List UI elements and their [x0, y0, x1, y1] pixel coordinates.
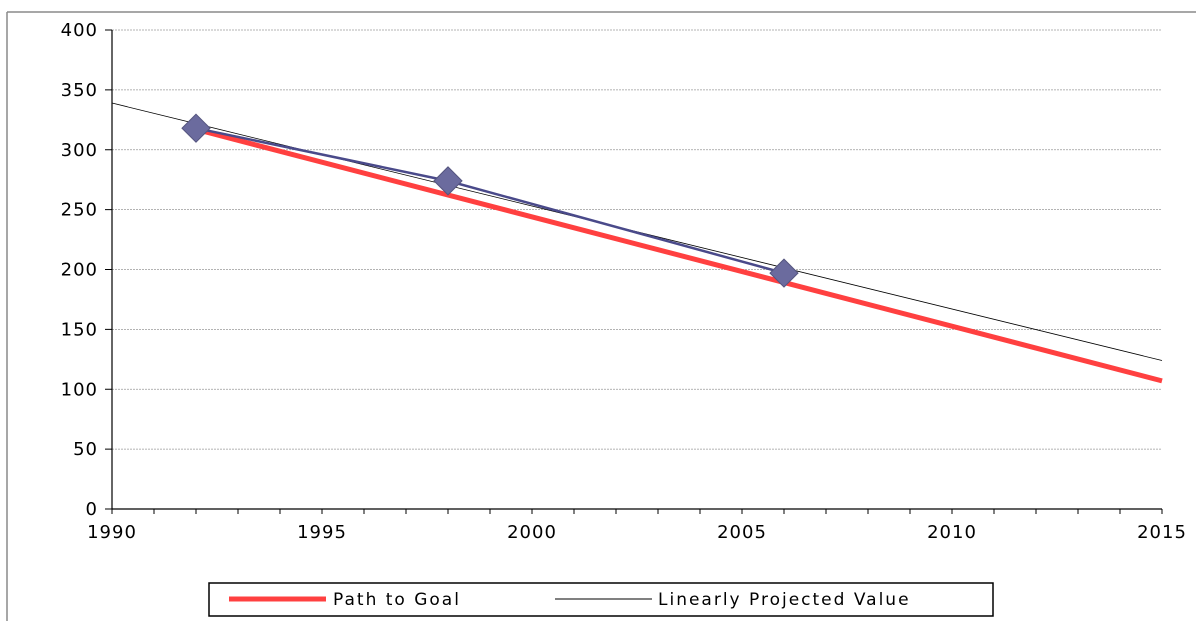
- y-tick-label: 250: [61, 200, 98, 221]
- data-point-marker: [433, 166, 463, 196]
- x-tick-label: 1995: [297, 522, 347, 543]
- y-tick-label: 150: [61, 319, 98, 340]
- legend-label-path-to-goal: Path to Goal: [333, 590, 461, 610]
- x-tick-label: 2010: [927, 522, 977, 543]
- data-point-marker: [181, 113, 211, 143]
- series: [111, 102, 1163, 384]
- legend: Path to Goal Linearly Projected Value: [208, 582, 994, 617]
- data-point-marker: [769, 258, 799, 288]
- y-tick-label: 400: [61, 20, 98, 41]
- axes: 0 50 100 150 200 250 300 350 400 1990 1995 2000 2005…: [61, 20, 1187, 543]
- legend-label-linearly-projected-value: Linearly Projected Value: [658, 590, 911, 610]
- x-tick-label: 2000: [507, 522, 557, 543]
- series-path-to-goal-line: [195, 126, 1163, 384]
- y-tick-label: 50: [73, 439, 98, 460]
- x-tick-label: 2015: [1137, 522, 1187, 543]
- x-tick-label: 2005: [717, 522, 767, 543]
- y-tick-label: 300: [61, 140, 98, 161]
- y-tick-label: 100: [61, 379, 98, 400]
- y-tick-label: 0: [86, 499, 98, 520]
- x-tick-label: 1990: [87, 522, 137, 543]
- y-tick-label: 350: [61, 80, 98, 101]
- y-tick-label: 200: [61, 260, 98, 281]
- grid: [112, 29, 1162, 450]
